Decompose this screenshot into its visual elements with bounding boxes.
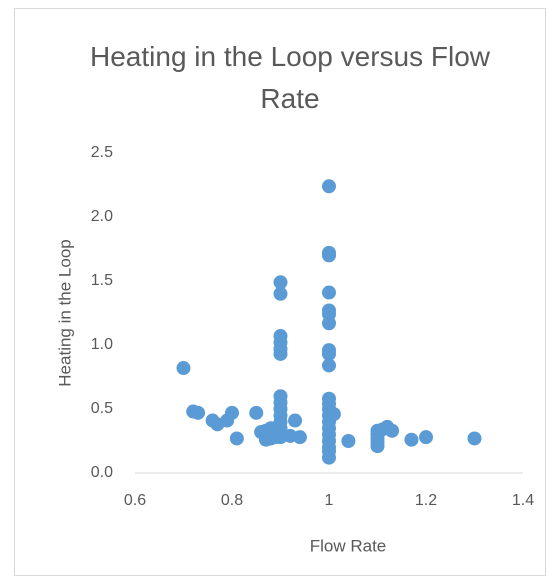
y-tick-label: 0.0: [91, 464, 113, 481]
x-tick-label: 1.4: [512, 492, 534, 509]
y-tick-label: 0.5: [91, 400, 113, 417]
y-axis-label: Heating in the Loop: [55, 239, 74, 386]
point: [225, 405, 239, 420]
point: [273, 346, 288, 361]
point: [341, 434, 356, 448]
y-tick-label: 2.0: [91, 208, 113, 225]
point: [467, 431, 482, 446]
point: [292, 430, 307, 445]
x-tick-label: 1: [325, 492, 334, 509]
point: [322, 450, 336, 465]
point: [288, 413, 303, 428]
y-tick-label: 1.5: [91, 272, 113, 289]
x-tick-label: 0.8: [221, 492, 243, 509]
point: [249, 405, 264, 420]
y-tick-label: 2.5: [91, 144, 113, 161]
point: [191, 405, 206, 420]
x-tick-label: 0.6: [124, 492, 146, 509]
point: [322, 358, 336, 373]
y-tick-label: 1.0: [91, 336, 113, 353]
point: [176, 361, 191, 376]
point: [326, 407, 341, 422]
point: [322, 179, 336, 194]
point: [404, 432, 419, 447]
point: [229, 431, 244, 446]
point: [273, 275, 288, 290]
point: [385, 423, 400, 438]
x-tick-label: 1.2: [415, 492, 437, 509]
point: [419, 430, 433, 445]
point: [322, 346, 336, 361]
chart-title: Heating in the Loop versus Flow Rate: [90, 41, 490, 114]
point: [322, 248, 336, 263]
point: [273, 286, 288, 301]
x-axis-label: Flow Rate: [310, 536, 387, 555]
chart-frame: [14, 8, 546, 576]
point: [322, 316, 336, 331]
point: [322, 285, 336, 300]
point: [370, 439, 385, 454]
